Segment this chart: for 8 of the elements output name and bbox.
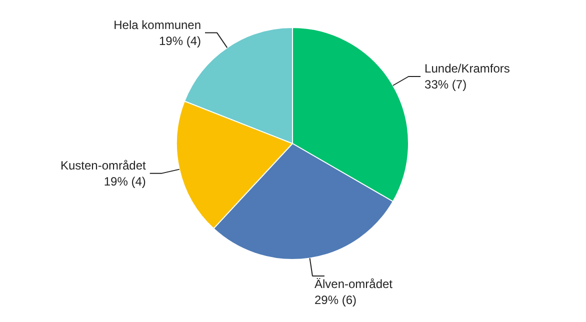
slice-label: Hela kommunen [114, 18, 202, 32]
data-label: 33% (7) [424, 78, 467, 92]
slice-label: Lunde/Kramfors [424, 62, 510, 76]
slice-label: Älven-området [314, 277, 394, 292]
data-label: 19% (4) [104, 174, 146, 188]
data-label: 19% (4) [159, 34, 202, 48]
data-label: 29% (6) [314, 293, 357, 308]
slice-label: Kusten-området [60, 158, 147, 172]
